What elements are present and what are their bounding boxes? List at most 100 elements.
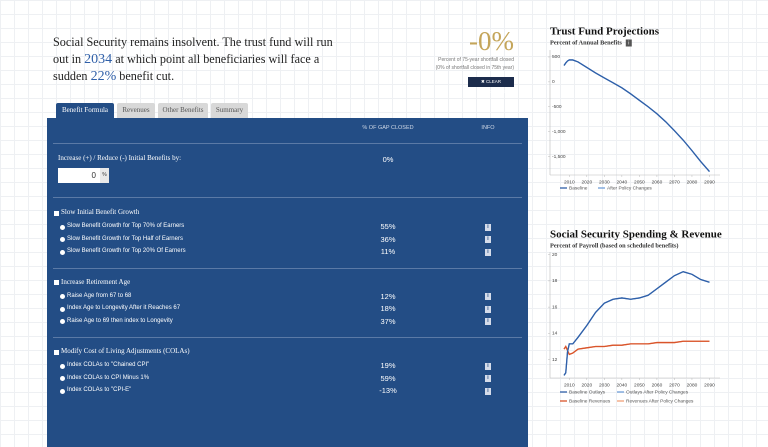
gap-closed: 36%: [380, 234, 396, 244]
checkbox[interactable]: [54, 280, 59, 285]
x-tick-label: 2050: [634, 179, 645, 185]
y-tick-label: 20: [552, 252, 558, 258]
gap-closed: 11%: [380, 247, 396, 257]
series-line: [563, 59, 710, 172]
summary: Social Security remains insolvent. The t…: [53, 34, 345, 85]
info-button[interactable]: i: [485, 293, 491, 300]
gap-closed: 55%: [380, 222, 396, 231]
x-tick-label: 2070: [669, 382, 680, 388]
gap-closed: 59%: [380, 373, 396, 383]
info-button[interactable]: i: [485, 223, 491, 231]
input-unit: %: [100, 168, 109, 183]
tab[interactable]: Other Benefits: [158, 103, 208, 118]
chart-subtitle: Percent of Payroll (based on scheduled b…: [550, 242, 679, 249]
tab[interactable]: Benefit Formula: [56, 103, 114, 118]
gap-closed: 19%: [380, 361, 396, 370]
gap-note: (0% of shortfall closed in 75th year): [435, 65, 514, 71]
gap-closed: 37%: [380, 316, 396, 326]
chart-subtitle: Percent of Annual Benefits: [550, 39, 622, 46]
x-tick-label: 2040: [617, 382, 628, 388]
legend-label: Baseline Revenues: [569, 398, 611, 404]
info-button[interactable]: i: [485, 305, 491, 313]
y-tick-label: 0: [552, 79, 555, 85]
x-tick-label: 2090: [704, 382, 715, 388]
y-tick-label: -1,500: [552, 154, 566, 160]
option-label: Slow Benefit Growth for Top Half of Earn…: [67, 235, 183, 242]
tab[interactable]: Summary: [211, 103, 248, 118]
radio[interactable]: [60, 363, 65, 369]
radio[interactable]: [60, 319, 65, 325]
info-button[interactable]: i: [485, 375, 491, 383]
radio[interactable]: [60, 294, 65, 299]
divider: [53, 197, 522, 198]
x-tick-label: 2070: [669, 179, 680, 185]
x-tick-label: 2020: [581, 179, 592, 185]
option-label: Slow Benefit Growth for Top 20% Of Earne…: [67, 248, 186, 255]
summary-text: benefit cut.: [119, 69, 175, 83]
radio[interactable]: [60, 376, 65, 382]
x-tick-label: 2080: [687, 382, 698, 388]
chart-title: Trust Fund Projections: [550, 26, 660, 38]
info-button[interactable]: i: [485, 248, 491, 256]
x-tick-label: 2080: [687, 179, 698, 185]
divider: [53, 337, 522, 338]
gap-label: Percent of 75-year shortfall closed: [438, 57, 514, 63]
y-tick-label: 18: [552, 278, 558, 284]
gap-closed: -13%: [379, 386, 397, 396]
series-line: [563, 270, 710, 376]
chart-title: Social Security Spending & Revenue: [550, 229, 722, 241]
y-tick-label: -500: [552, 104, 562, 110]
option-label: Index COLAs to CPI Minus 1%: [67, 374, 150, 381]
legend-label: Revenues After Policy Changes: [626, 398, 694, 404]
column-header: INFO: [481, 125, 495, 131]
benefit-input[interactable]: 0: [58, 168, 100, 183]
x-tick-label: 2090: [704, 179, 715, 185]
gap-closed: 12%: [380, 291, 396, 301]
info-button[interactable]: i: [485, 362, 491, 370]
x-tick-label: 2030: [599, 179, 610, 185]
x-tick-label: 2010: [564, 382, 575, 388]
legend-label: Baseline Outlays: [569, 389, 606, 395]
checkbox[interactable]: [54, 210, 59, 216]
x-tick-label: 2050: [634, 382, 645, 388]
checkbox[interactable]: [54, 349, 59, 355]
info-icon[interactable]: [625, 39, 632, 47]
x-tick-label: 2020: [581, 382, 592, 388]
summary-text: at which point all beneficiaries will fa…: [53, 52, 320, 83]
radio[interactable]: [60, 249, 65, 255]
divider: [53, 267, 522, 269]
adjust-label: Increase (+) / Reduce (-) Initial Benefi…: [58, 154, 182, 162]
x-tick-label: 2060: [652, 179, 663, 185]
radio[interactable]: [60, 224, 65, 230]
y-tick-label: 500: [552, 54, 560, 60]
column-header: % OF GAP CLOSED: [362, 125, 414, 131]
clear-button[interactable]: ✖ CLEAR SELECTIONS: [468, 77, 514, 94]
y-tick-label: -1,000: [552, 129, 566, 135]
radio[interactable]: [60, 306, 65, 312]
x-tick-label: 2060: [652, 382, 663, 388]
info-button[interactable]: i: [485, 236, 491, 244]
x-tick-label: 2010: [564, 179, 575, 185]
radio[interactable]: [60, 237, 65, 243]
tab[interactable]: Revenues: [117, 103, 155, 118]
series-line: [563, 270, 710, 376]
section-title: Modify Cost of Living Adjustments (COLAs…: [61, 347, 190, 355]
y-tick-label: 14: [552, 331, 558, 337]
legend-label: Outlays After Policy Changes: [626, 389, 689, 395]
info-button[interactable]: i: [485, 318, 491, 326]
option-label: Index Age to Longevity After it Reaches …: [67, 305, 181, 312]
series-line: [563, 340, 710, 356]
policy-panel: % OF GAP CLOSED INFO Increase (+) / Reduce…: [47, 118, 528, 447]
divider: [53, 143, 522, 144]
option-label: Raise Age from 67 to 68: [67, 292, 132, 299]
legend-label: Baseline: [569, 185, 588, 191]
section-title: Increase Retirement Age: [61, 277, 131, 286]
gap-closed: 18%: [380, 304, 396, 314]
option-label: Raise Age to 69 then index to Longevity: [67, 317, 173, 324]
radio[interactable]: [60, 388, 65, 394]
info-button[interactable]: i: [485, 387, 491, 395]
x-tick-label: 2030: [599, 382, 610, 388]
